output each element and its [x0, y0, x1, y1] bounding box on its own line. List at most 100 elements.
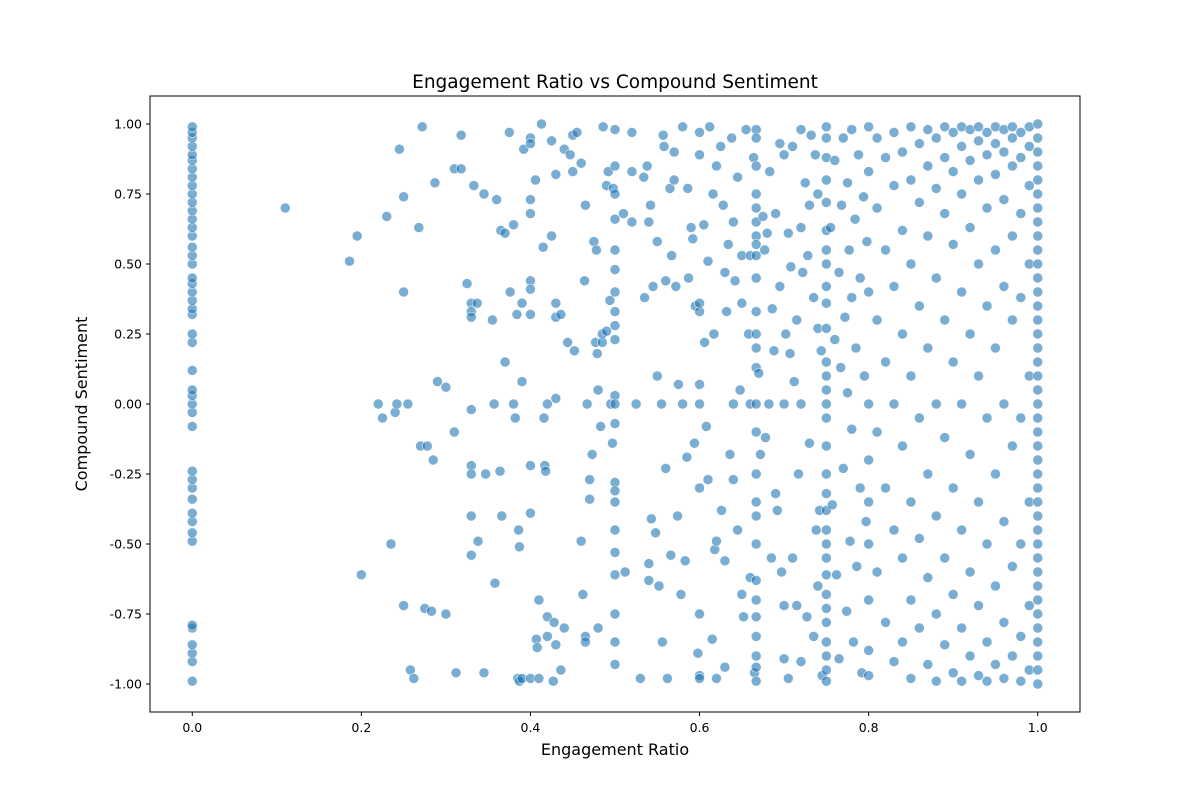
data-point — [750, 202, 762, 214]
data-point — [468, 180, 480, 191]
data-point — [609, 320, 621, 331]
data-point — [533, 673, 545, 684]
data-point — [1032, 566, 1044, 578]
data-point — [778, 600, 790, 611]
data-point — [740, 124, 752, 135]
data-point — [643, 575, 655, 586]
data-point — [537, 241, 549, 253]
data-point — [398, 286, 409, 298]
data-point — [504, 286, 516, 298]
data-point — [930, 608, 942, 620]
data-point — [843, 244, 855, 256]
data-point — [821, 589, 832, 600]
data-point — [609, 524, 621, 536]
data-point — [694, 379, 705, 390]
data-point — [804, 199, 815, 211]
data-point — [186, 384, 198, 396]
data-point — [821, 132, 832, 144]
data-point — [956, 188, 967, 200]
data-point — [768, 345, 780, 357]
data-point — [279, 202, 291, 214]
data-point — [750, 160, 762, 172]
data-point — [394, 143, 405, 155]
data-point — [525, 283, 536, 295]
y-tick-label: -1.00 — [110, 677, 142, 692]
data-point — [571, 127, 583, 138]
data-point — [1015, 412, 1027, 424]
data-point — [402, 398, 414, 410]
data-point — [675, 589, 687, 600]
data-point — [1023, 141, 1035, 152]
data-point — [499, 227, 511, 239]
data-point — [821, 297, 832, 309]
data-point — [580, 636, 591, 648]
data-point — [704, 121, 715, 133]
data-point — [998, 146, 1010, 158]
data-point — [550, 297, 562, 309]
data-point — [491, 194, 502, 205]
data-point — [694, 673, 705, 684]
data-point — [846, 292, 858, 303]
y-axis-ticks: 1.00 0.75 0.50 0.25 0.00 -0.25 -0.50 -0.75 -1.00 — [110, 117, 150, 692]
data-point — [750, 250, 762, 261]
data-point — [973, 600, 984, 611]
data-point — [853, 149, 864, 161]
y-tick-label: -0.75 — [110, 607, 142, 622]
data-point — [880, 356, 891, 368]
data-point — [656, 398, 667, 410]
data-point — [609, 306, 621, 317]
data-point — [839, 311, 851, 323]
data-point — [810, 149, 821, 161]
data-point — [998, 398, 1010, 410]
data-point — [685, 222, 697, 233]
data-point — [897, 225, 908, 236]
data-point — [956, 286, 967, 298]
data-point — [609, 659, 621, 670]
data-point — [914, 197, 925, 208]
x-tick-label: 0.0 — [182, 720, 202, 735]
data-point — [871, 426, 883, 438]
data-point — [1015, 675, 1027, 687]
data-point — [635, 673, 646, 684]
data-point — [829, 155, 841, 166]
data-point — [821, 121, 832, 133]
y-tick-label: -0.50 — [110, 537, 142, 552]
data-point — [651, 236, 663, 247]
data-point — [897, 440, 908, 452]
data-point — [795, 124, 807, 135]
data-point — [487, 314, 498, 326]
data-point — [930, 132, 942, 144]
data-point — [719, 555, 731, 567]
data-point — [597, 121, 609, 133]
data-point — [947, 482, 959, 494]
data-point — [863, 121, 874, 133]
data-point — [516, 376, 528, 387]
data-point — [836, 199, 847, 211]
data-point — [592, 384, 604, 396]
data-point — [897, 636, 908, 648]
data-point — [1015, 127, 1027, 138]
data-point — [455, 163, 467, 175]
data-point — [770, 208, 781, 219]
data-point — [846, 423, 858, 435]
data-point — [546, 135, 557, 147]
data-point — [848, 636, 859, 648]
y-tick-label: -0.25 — [110, 467, 142, 482]
data-point — [385, 538, 397, 550]
data-point — [774, 138, 786, 149]
data-point — [531, 642, 543, 653]
data-point — [956, 141, 967, 152]
data-point — [1007, 440, 1018, 452]
data-point — [530, 174, 541, 186]
data-point — [821, 258, 832, 270]
data-point — [776, 566, 787, 578]
data-point — [1032, 160, 1044, 172]
data-point — [580, 199, 591, 211]
data-point — [650, 527, 661, 539]
data-point — [668, 174, 680, 186]
data-point — [821, 650, 832, 662]
data-point — [609, 334, 621, 345]
data-point — [947, 239, 959, 250]
data-point — [821, 524, 832, 536]
